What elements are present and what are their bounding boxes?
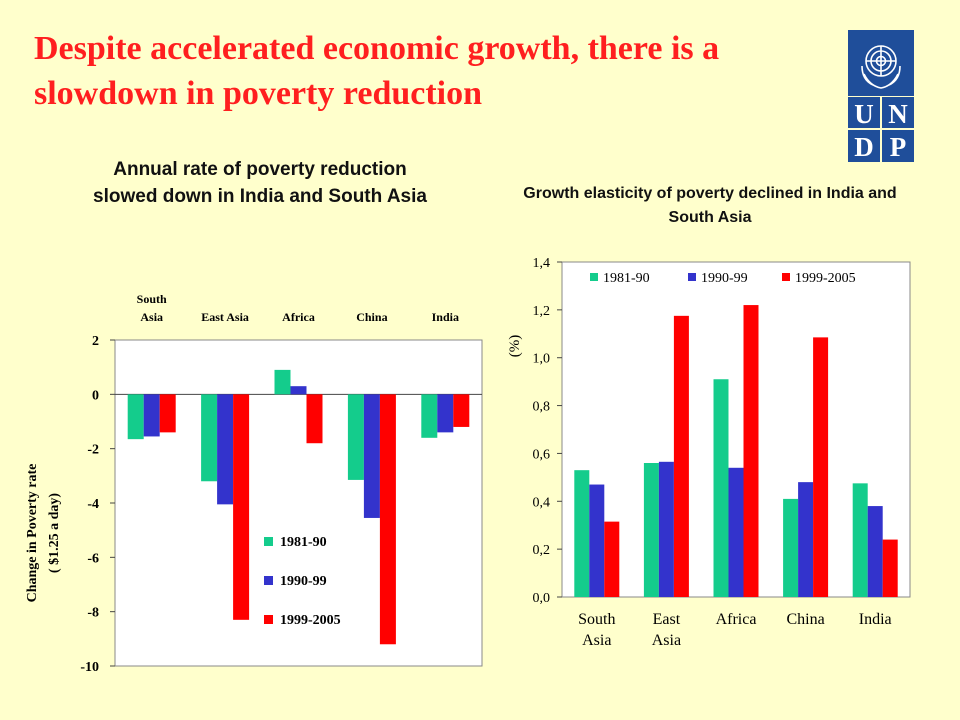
right-category-label: East Asia bbox=[652, 611, 681, 649]
left-y-axis-label-line: Change in Poverty rate bbox=[25, 464, 40, 603]
right-bar-1999-2005 bbox=[813, 337, 829, 597]
left-legend-swatch bbox=[264, 537, 273, 546]
right-plot-area bbox=[561, 261, 911, 598]
right-bar-1999-2005 bbox=[743, 305, 759, 597]
left-bar-1999-2005 bbox=[306, 394, 323, 444]
right-bar-1999-2005 bbox=[604, 521, 620, 597]
right-bar-1981-90 bbox=[574, 470, 590, 597]
left-bar-1981-90 bbox=[127, 394, 144, 440]
right-bar-1981-90 bbox=[852, 483, 868, 597]
right-y-axis-label: (%) bbox=[507, 335, 523, 358]
right-legend-swatch bbox=[590, 273, 598, 281]
left-legend-swatch bbox=[264, 576, 273, 585]
left-bar-1990-99 bbox=[143, 394, 160, 437]
left-chart-title: Annual rate of poverty reduction slowed … bbox=[93, 159, 427, 207]
left-category-label: South Asia bbox=[137, 292, 167, 324]
left-legend-label: 1990-99 bbox=[280, 574, 327, 589]
right-legend-swatch bbox=[688, 273, 696, 281]
left-bar-1981-90 bbox=[201, 394, 218, 482]
right-y-tick-label: 1,2 bbox=[533, 304, 551, 319]
right-category-label-line: East bbox=[653, 611, 681, 628]
right-y-tick-label: 0,6 bbox=[533, 447, 551, 462]
right-category-label-line: South bbox=[578, 611, 615, 628]
left-bar-1999-2005 bbox=[453, 394, 470, 427]
left-bar-1990-99 bbox=[363, 394, 380, 518]
left-category-label-line: Asia bbox=[140, 310, 163, 324]
right-bar-1990-99 bbox=[867, 506, 883, 597]
right-bar-1990-99 bbox=[728, 467, 744, 597]
right-y-tick-label: 1,4 bbox=[533, 256, 551, 271]
right-bar-1981-90 bbox=[713, 379, 729, 597]
right-bar-1981-90 bbox=[783, 498, 799, 597]
left-category-label-line: Africa bbox=[282, 310, 315, 324]
logo-letter-u: U bbox=[854, 99, 874, 129]
right-bar-1990-99 bbox=[798, 482, 814, 597]
left-category-label-line: South bbox=[137, 292, 167, 306]
logo-letter-n: N bbox=[888, 99, 908, 129]
left-y-tick-label: -8 bbox=[87, 606, 99, 621]
right-legend-label: 1981-90 bbox=[603, 271, 650, 286]
left-category-label-line: China bbox=[356, 310, 387, 324]
logo-letter-p: P bbox=[890, 132, 907, 162]
left-category-label-line: East Asia bbox=[201, 310, 249, 324]
right-legend-swatch bbox=[782, 273, 790, 281]
right-legend-label: 1999-2005 bbox=[795, 271, 856, 286]
slide-title-line-1: Despite accelerated economic growth, the… bbox=[34, 30, 720, 67]
right-bar-1981-90 bbox=[643, 463, 659, 597]
right-category-label-line: China bbox=[786, 611, 824, 628]
left-legend-label: 1981-90 bbox=[280, 535, 327, 550]
right-category-label-line: India bbox=[859, 611, 892, 628]
left-y-tick-label: -10 bbox=[80, 660, 99, 675]
left-plot-area bbox=[114, 339, 483, 667]
left-y-axis-label-line: ( $1.25 a day) bbox=[47, 493, 62, 573]
left-bar-1990-99 bbox=[290, 386, 307, 395]
left-bar-1990-99 bbox=[217, 394, 234, 505]
right-chart-title: Growth elasticity of poverty declined in… bbox=[523, 185, 897, 226]
left-bar-1999-2005 bbox=[379, 394, 396, 645]
right-category-label: South Asia bbox=[578, 611, 615, 649]
left-bar-1981-90 bbox=[274, 369, 291, 395]
right-y-tick-label: 0,0 bbox=[533, 591, 551, 606]
right-legend: 1981-90 1990-99 1999-2005 bbox=[590, 271, 856, 286]
left-legend-label: 1999-2005 bbox=[280, 613, 341, 628]
logo-letter-d: D bbox=[854, 132, 874, 162]
right-bar-1999-2005 bbox=[882, 539, 898, 597]
left-y-tick-label: -4 bbox=[87, 497, 99, 512]
right-legend-label: 1990-99 bbox=[701, 271, 748, 286]
left-bar-1999-2005 bbox=[233, 394, 250, 620]
right-y-tick-label: 1,0 bbox=[533, 352, 551, 367]
left-y-tick-label: 0 bbox=[92, 388, 99, 403]
right-bar-1999-2005 bbox=[673, 315, 689, 597]
right-y-tick-label: 0,8 bbox=[533, 400, 551, 415]
left-bar-1981-90 bbox=[421, 394, 438, 438]
left-category-label: Africa bbox=[282, 310, 315, 324]
right-y-tick-label: 0,4 bbox=[533, 495, 551, 510]
left-legend: 1981-90 1990-99 1999-2005 bbox=[264, 535, 341, 628]
right-y-tick-label: 0,2 bbox=[533, 543, 551, 558]
left-bar-1999-2005 bbox=[159, 394, 176, 433]
right-category-label-line: Asia bbox=[652, 632, 681, 649]
right-category-label: Africa bbox=[716, 611, 757, 628]
right-category-label: China bbox=[786, 611, 824, 628]
left-category-label: India bbox=[432, 310, 459, 324]
right-bar-1990-99 bbox=[589, 484, 605, 597]
left-legend-swatch bbox=[264, 615, 273, 624]
left-y-axis-label: Change in Poverty rate ( $1.25 a day) bbox=[25, 464, 62, 603]
right-bar-1990-99 bbox=[658, 461, 674, 597]
undp-logo: U N D P bbox=[848, 30, 914, 162]
right-category-label-line: Africa bbox=[716, 611, 757, 628]
left-y-tick-label: -6 bbox=[87, 551, 99, 566]
left-category-label-line: India bbox=[432, 310, 459, 324]
left-y-tick-label: 2 bbox=[92, 334, 99, 349]
left-y-tick-label: -2 bbox=[87, 443, 99, 458]
left-category-label: China bbox=[356, 310, 387, 324]
slide-title: Despite accelerated economic growth, the… bbox=[34, 26, 834, 116]
right-category-label-line: Asia bbox=[582, 632, 611, 649]
un-emblem-icon bbox=[861, 45, 901, 89]
left-category-label: East Asia bbox=[201, 310, 249, 324]
left-bar-1990-99 bbox=[437, 394, 454, 433]
left-bar-1981-90 bbox=[347, 394, 364, 480]
right-category-label: India bbox=[859, 611, 892, 628]
slide-title-line-2: slowdown in poverty reduction bbox=[34, 75, 483, 112]
